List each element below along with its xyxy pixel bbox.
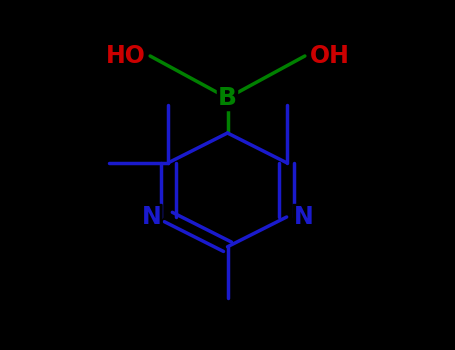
Text: HO: HO: [106, 44, 146, 68]
Text: OH: OH: [309, 44, 349, 68]
Text: N: N: [142, 205, 162, 229]
Text: N: N: [293, 205, 313, 229]
Text: B: B: [218, 86, 237, 110]
